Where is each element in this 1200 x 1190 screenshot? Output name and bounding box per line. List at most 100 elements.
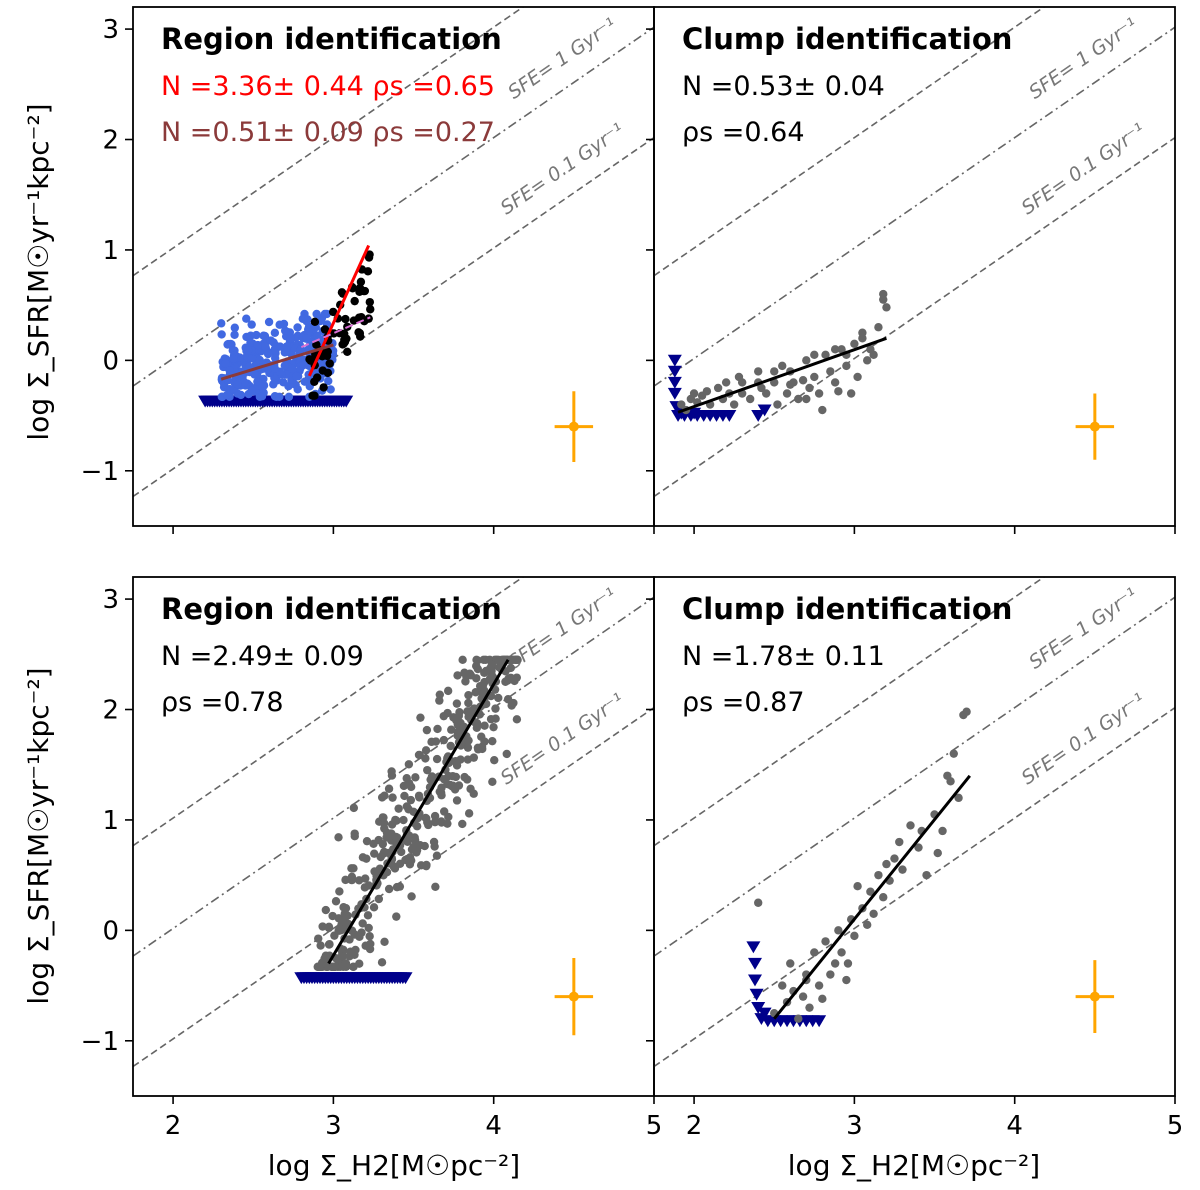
panel-frame bbox=[653, 576, 1176, 1097]
data-point bbox=[486, 664, 495, 673]
error-bar-point bbox=[568, 421, 579, 432]
data-point bbox=[879, 289, 888, 299]
x-tick-label: 2 bbox=[165, 1111, 182, 1141]
data-point bbox=[435, 690, 445, 699]
data-point bbox=[778, 361, 787, 371]
data-point bbox=[949, 749, 958, 758]
data-point bbox=[805, 383, 814, 393]
data-point bbox=[314, 934, 323, 943]
data-point bbox=[837, 345, 846, 354]
data-point bbox=[478, 744, 487, 754]
data-point bbox=[374, 894, 384, 904]
upper-limit-marker bbox=[751, 409, 766, 422]
data-point bbox=[469, 753, 479, 762]
data-point bbox=[341, 875, 350, 885]
data-point bbox=[842, 361, 851, 371]
y-tick-label: 3 bbox=[102, 15, 119, 45]
data-point bbox=[882, 859, 891, 869]
data-point bbox=[850, 931, 859, 941]
data-point bbox=[421, 746, 431, 755]
data-point bbox=[802, 356, 811, 365]
upper-limit-marker bbox=[747, 974, 762, 987]
data-point bbox=[512, 715, 522, 724]
data-point bbox=[318, 922, 327, 931]
data-point bbox=[805, 1003, 814, 1012]
data-point bbox=[384, 784, 394, 793]
data-point bbox=[460, 772, 469, 782]
data-point bbox=[491, 714, 500, 723]
data-point bbox=[869, 350, 878, 360]
data-point-low bbox=[250, 370, 259, 379]
error-bar-point bbox=[568, 991, 579, 1002]
data-point-high bbox=[319, 383, 328, 392]
data-point-low bbox=[293, 323, 302, 332]
data-point-high bbox=[349, 316, 359, 325]
data-point bbox=[411, 773, 420, 782]
data-point bbox=[778, 981, 787, 990]
data-point-low bbox=[326, 385, 335, 394]
error-bar-point bbox=[1089, 991, 1100, 1002]
data-point bbox=[452, 699, 462, 708]
y-tick-label: −1 bbox=[81, 1027, 119, 1057]
data-point bbox=[399, 815, 408, 825]
data-point-low bbox=[222, 390, 232, 400]
data-point-low bbox=[270, 353, 280, 363]
data-point bbox=[432, 851, 442, 860]
error-bar-point bbox=[1089, 421, 1100, 432]
data-point bbox=[446, 741, 455, 751]
data-point bbox=[814, 981, 824, 990]
data-point-low bbox=[302, 316, 311, 326]
y-tick-label: 1 bbox=[102, 236, 119, 266]
data-point bbox=[480, 721, 489, 730]
data-point bbox=[449, 713, 458, 722]
data-point bbox=[737, 378, 747, 387]
data-point bbox=[821, 937, 830, 946]
data-point bbox=[810, 350, 819, 360]
upper-limit-marker bbox=[667, 354, 682, 367]
data-point bbox=[494, 693, 503, 703]
data-point-low bbox=[217, 319, 226, 328]
sfe-line-2 bbox=[654, 706, 1175, 1068]
data-point-low bbox=[253, 340, 263, 350]
fit-line-dashed bbox=[300, 316, 371, 349]
data-point bbox=[431, 882, 440, 891]
data-point-low bbox=[284, 382, 293, 391]
upper-limit-marker bbox=[667, 365, 682, 378]
data-point-low bbox=[293, 385, 302, 394]
data-point bbox=[349, 864, 358, 873]
data-point bbox=[377, 958, 387, 967]
data-point-high bbox=[328, 307, 338, 317]
data-point bbox=[401, 855, 410, 865]
data-point bbox=[358, 919, 367, 928]
data-point-low bbox=[230, 323, 240, 332]
data-point bbox=[464, 690, 473, 700]
data-point bbox=[437, 783, 446, 792]
data-point-low bbox=[269, 380, 278, 389]
data-point-low bbox=[229, 354, 238, 364]
panel-title: Clump identification bbox=[682, 22, 1012, 56]
data-point bbox=[943, 771, 952, 780]
data-point bbox=[400, 791, 409, 801]
data-point bbox=[443, 686, 453, 696]
data-point bbox=[802, 394, 811, 404]
data-point bbox=[879, 893, 888, 902]
data-point bbox=[369, 903, 379, 912]
data-point bbox=[485, 674, 495, 684]
data-point bbox=[922, 870, 931, 880]
data-point bbox=[416, 861, 426, 870]
data-point bbox=[406, 795, 416, 805]
data-point-high bbox=[310, 391, 319, 400]
data-point bbox=[404, 760, 414, 769]
data-point bbox=[327, 962, 336, 972]
fit-line-main bbox=[773, 774, 971, 1020]
data-point bbox=[895, 837, 904, 847]
data-point bbox=[754, 898, 763, 907]
data-point bbox=[866, 887, 875, 896]
data-point bbox=[392, 912, 401, 921]
data-point-low bbox=[284, 392, 294, 402]
data-point bbox=[451, 772, 461, 782]
sfe-line-1 bbox=[654, 26, 1175, 387]
data-point bbox=[818, 994, 827, 1004]
